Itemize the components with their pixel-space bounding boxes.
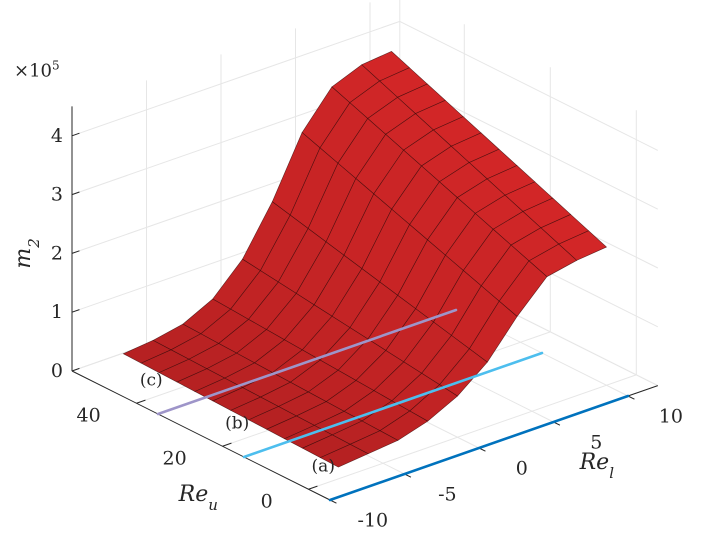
y-tick-label: 20 xyxy=(163,448,187,470)
x-tick-label: 0 xyxy=(516,457,528,479)
surface xyxy=(122,51,608,468)
z-tick-label: 0 xyxy=(51,360,63,382)
y-tick-mark xyxy=(308,485,318,490)
series-line-1 xyxy=(328,394,630,502)
z-tick-label: 3 xyxy=(51,184,63,206)
x-tick-label: 10 xyxy=(659,405,683,427)
z-tick-label: 1 xyxy=(51,301,63,323)
x-tick-label: 5 xyxy=(590,431,602,453)
series-label-1: (a) xyxy=(312,456,335,476)
z-tick-label: 2 xyxy=(51,242,63,264)
x-tick-label: -10 xyxy=(358,509,389,531)
back-wall-grid-line xyxy=(71,20,400,137)
labels: -10 -5 0 5 10 0 20 40 0 1 2 3 4 (a) (b) (c) Rel Reu m2 ×105 xyxy=(11,58,683,531)
right-wall-grid-line xyxy=(399,20,659,151)
floor-grid-line xyxy=(308,374,637,490)
y-tick-mark xyxy=(222,442,232,447)
z-tick-mark xyxy=(71,250,80,254)
z-tick-mark xyxy=(71,367,80,372)
x-axis-label: Rel xyxy=(579,450,615,482)
x-tick-label: -5 xyxy=(438,483,457,505)
series-label-2: (b) xyxy=(225,413,249,433)
y-axis-line xyxy=(71,370,331,501)
z-tick-mark xyxy=(71,132,80,137)
series-line-3 xyxy=(156,308,458,416)
y-tick-label: 0 xyxy=(261,491,273,513)
series-line-2 xyxy=(242,351,544,459)
z-tick-label: 4 xyxy=(51,125,63,147)
z-multiplier: ×105 xyxy=(14,58,60,81)
y-tick-label: 40 xyxy=(77,405,101,427)
series-label-3: (c) xyxy=(140,370,163,390)
z-axis-label: m2 xyxy=(11,238,43,268)
surface-patch xyxy=(319,443,369,468)
y-tick-mark xyxy=(136,399,146,404)
z-tick-mark xyxy=(71,309,80,313)
y-axis-label: Reu xyxy=(178,482,218,514)
z-tick-mark xyxy=(71,191,80,196)
series-lines xyxy=(156,308,630,502)
